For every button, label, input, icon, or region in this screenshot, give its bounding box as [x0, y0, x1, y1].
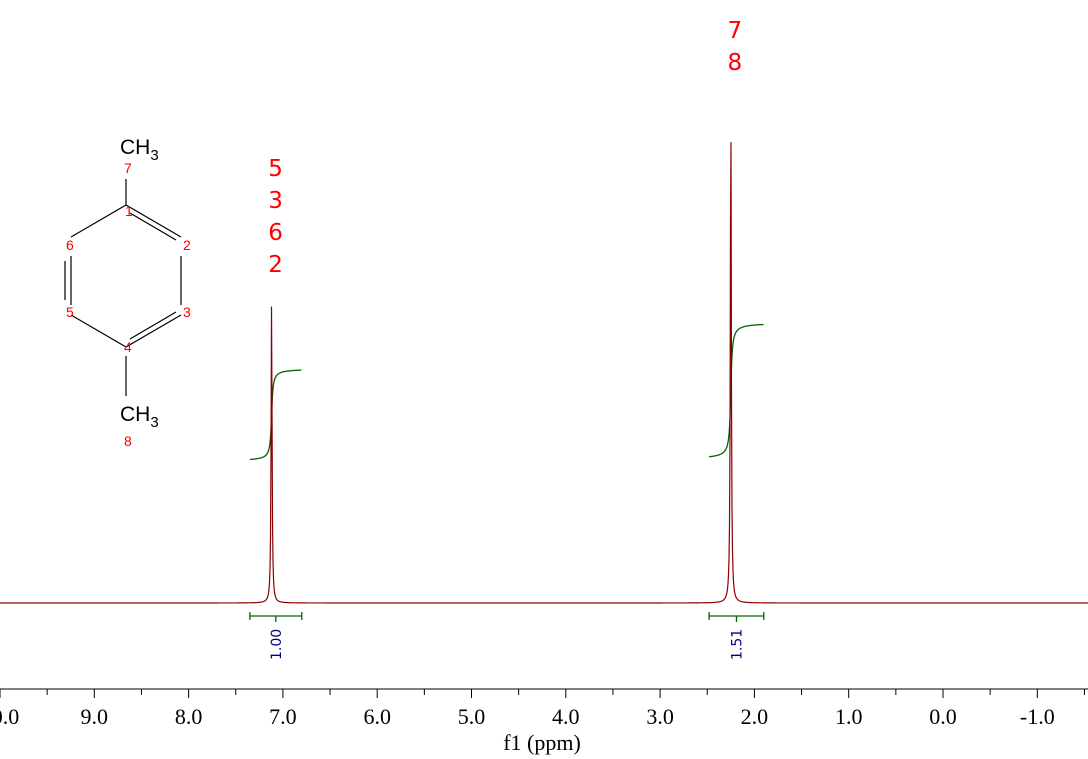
bond-4-5 — [70, 314, 127, 348]
peak-assignment-label: 3 — [268, 188, 283, 214]
p-xylene-structure: CH3 CH3 1 2 3 4 5 6 7 8 — [64, 136, 191, 449]
peak-assignment-label: 8 — [728, 50, 743, 76]
x-tick-label: 9.0 — [81, 704, 109, 729]
bond-3-4-double — [129, 311, 177, 340]
atom-number-5: 5 — [66, 304, 74, 320]
x-tick-label: 5.0 — [458, 704, 486, 729]
peak-assignment-label: 7 — [728, 18, 743, 44]
integral-curve — [709, 323, 764, 458]
x-tick-label: 1.0 — [835, 704, 863, 729]
peak-assignment-label: 5 — [268, 156, 283, 182]
bond-1-2-double — [129, 212, 177, 241]
top-methyl-label: CH3 — [120, 136, 159, 164]
x-axis-title: f1 (ppm) — [503, 730, 581, 755]
atom-number-1: 1 — [125, 203, 133, 219]
x-tick-label: 10.0 — [0, 704, 19, 729]
bond-6-1 — [70, 204, 127, 238]
integral-curve — [249, 369, 302, 461]
x-tick-label: 6.0 — [363, 704, 391, 729]
atom-number-7: 7 — [124, 160, 132, 176]
x-tick-label: 3.0 — [646, 704, 674, 729]
atom-number-3: 3 — [183, 304, 191, 320]
x-tick-label: 4.0 — [552, 704, 580, 729]
atom-number-2: 2 — [183, 237, 191, 253]
x-axis: 10.0 9.0 8.0 7.0 6.0 5.0 4.0 3.0 2.0 1.0 0.0 -1.0 — [0, 688, 1088, 729]
integral-curves: 1.00 1.51 — [249, 323, 765, 660]
integral-value-label: 1.51 — [729, 629, 745, 660]
x-tick-label: -1.0 — [1020, 704, 1055, 729]
spectrum-line — [0, 142, 1088, 604]
spectrum-trace — [0, 142, 1088, 604]
bottom-methyl-label: CH3 — [120, 403, 159, 431]
x-tick-label: 2.0 — [741, 704, 769, 729]
atom-number-4: 4 — [124, 339, 132, 355]
integral-value-label: 1.00 — [269, 629, 285, 660]
bond-3-4 — [125, 314, 182, 348]
x-tick-label: 7.0 — [269, 704, 297, 729]
x-tick-label: 0.0 — [929, 704, 957, 729]
x-tick-label: 8.0 — [175, 704, 203, 729]
peak-assignment-labels: 5 3 6 2 7 8 — [268, 18, 742, 278]
bond-1-2 — [125, 204, 182, 238]
peak-assignment-label: 6 — [268, 220, 283, 246]
peak-assignment-label: 2 — [268, 252, 283, 278]
atom-number-6: 6 — [66, 237, 74, 253]
atom-number-8: 8 — [124, 433, 132, 449]
